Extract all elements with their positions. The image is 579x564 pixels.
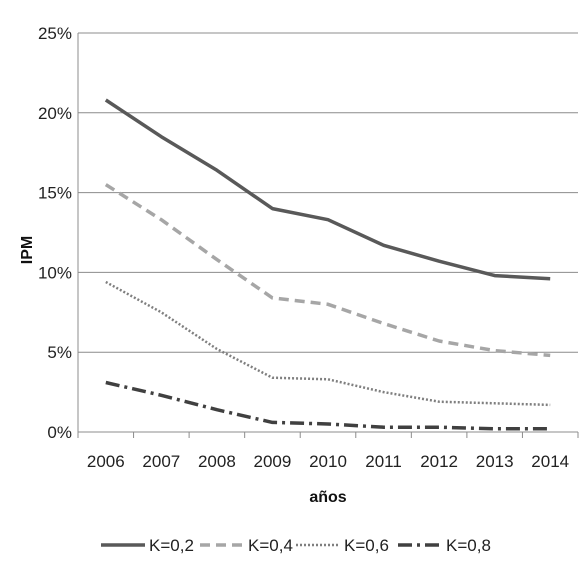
series-line-4 [105, 380, 551, 431]
x-tick-label: 2006 [87, 452, 125, 471]
series-line-2 [104, 183, 551, 358]
legend-label-2: K=0,4 [248, 536, 293, 555]
x-tick-label: 2009 [254, 452, 292, 471]
x-tick-label: 2014 [531, 452, 569, 471]
chart-series [104, 98, 551, 431]
x-tick-label: 2010 [309, 452, 347, 471]
x-axis-title: años [309, 489, 346, 506]
series-line-1 [104, 98, 551, 281]
legend-label-3: K=0,6 [344, 536, 389, 555]
x-tick-label: 2013 [476, 452, 514, 471]
y-tick-label: 15% [38, 184, 72, 203]
y-tick-label: 25% [38, 24, 72, 43]
x-tick-label: 2011 [365, 452, 402, 471]
y-tick-label: 5% [47, 343, 72, 362]
x-tick-label: 2007 [142, 452, 180, 471]
x-tick-label: 2012 [420, 452, 458, 471]
y-tick-label: 10% [38, 263, 72, 282]
chart-axes [77, 33, 579, 438]
y-axis-title: IPM [19, 236, 36, 264]
legend-label-4: K=0,8 [446, 536, 491, 555]
chart-tick-labels: 0% 5% 10% 15% 20% 25% 2006 2007 2008 2009 2010 2011… [38, 24, 569, 471]
y-tick-label: 20% [38, 104, 72, 123]
legend-label-1: K=0,2 [149, 536, 194, 555]
chart-legend: K=0,2 K=0,4 K=0,6 K=0,8 [101, 536, 491, 555]
chart-grid [78, 32, 578, 353]
series-line-3 [105, 280, 551, 407]
y-tick-label: 0% [47, 423, 72, 442]
x-tick-label: 2008 [198, 452, 236, 471]
